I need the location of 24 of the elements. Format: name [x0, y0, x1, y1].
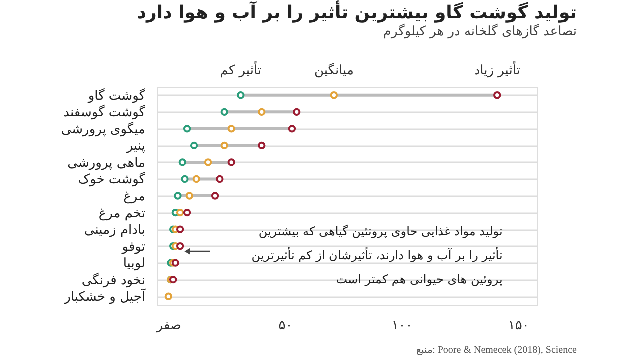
y-tick-label: بادام زمینی: [84, 223, 146, 238]
y-tick-label: گوشت گوسفند: [64, 104, 146, 121]
y-tick-label: مرغ: [124, 190, 146, 204]
text: منبع: Poore & Nemecek (2018), Science: [416, 345, 578, 356]
annotation: تولید مواد غذایی حاوی پروتئین گیاهی که بیشترین تأثیر را بر آب و هوا دارند، تأثیرشان از کم تأثیرترین پروئین های حیوانی هم کمتر است: [252, 224, 503, 287]
y-tick-label: آجیل و خشکبار: [64, 288, 147, 306]
series-label: تأثیر زیاد: [474, 60, 521, 78]
x-tick-label: صفر: [156, 318, 182, 334]
y-tick-label: پنیر: [126, 139, 146, 154]
x-tick-label: ۵۰: [278, 318, 293, 334]
series-label: تأثیر کم: [220, 60, 262, 78]
chart-title: تولید گوشت گاو بیشترین تأثیر را بر آب و هوا دارد: [137, 0, 577, 24]
chart-subtitle: تصاعد گازهای گلخانه در هر کیلوگرم: [383, 23, 578, 40]
y-tick-label: میگوی پرورشی: [61, 121, 146, 138]
x-tick-label: ۱۰۰: [392, 318, 413, 334]
y-tick-label: ماهی پرورشی: [68, 156, 146, 171]
x-tick-label: ۱۵۰: [508, 318, 530, 334]
y-tick-label: گوشت گاو: [87, 88, 146, 104]
series-label: میانگین: [314, 62, 354, 78]
y-tick-label: لوبیا: [123, 256, 146, 272]
y-tick-label: تخم مرغ: [98, 206, 146, 222]
y-tick-label: گوشت خوک: [78, 172, 146, 188]
y-tick-label: توفو: [121, 240, 146, 255]
y-tick-label: نخود فرنگی: [82, 272, 146, 288]
